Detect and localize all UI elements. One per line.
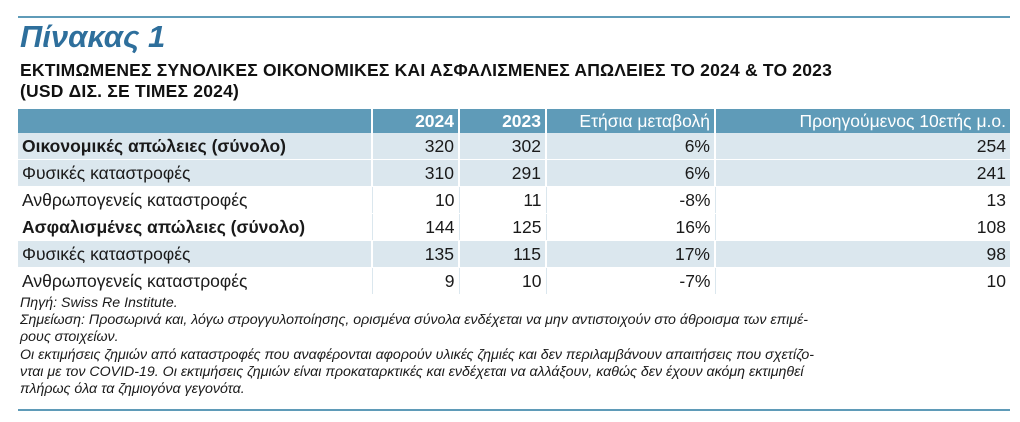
losses-table: 2024 2023 Ετήσια μεταβολή Προηγούμενος 1… [18,109,1010,295]
table-row: Ανθρωπογενείς καταστροφές 9 10 -7% 10 [18,267,1010,295]
cell-avg10: 13 [714,186,1010,214]
note-2-line-1: Οι εκτιμήσεις ζημιών από καταστροφές που… [20,346,814,363]
cell-2023: 125 [458,213,546,241]
header-label [18,109,372,133]
table-subtitle: ΕΚΤΙΜΩΜΕΝΕΣ ΣΥΝΟΛΙΚΕΣ ΟΙΚΟΝΟΜΙΚΕΣ ΚΑΙ ΑΣ… [20,60,832,102]
cell-avg10: 10 [714,267,1010,295]
cell-change: 6% [545,159,715,187]
note-2-line-2: νται με τον COVID-19. Οι εκτιμήσεις ζημι… [20,363,804,380]
cell-change: -8% [545,186,715,214]
cell-change: 6% [545,133,715,160]
note-1-line-2: ρους στοιχείων. [20,329,119,346]
cell-change: 16% [545,213,715,241]
cell-2024: 10 [371,186,459,214]
cell-avg10: 241 [714,159,1010,187]
header-2023: 2023 [458,109,546,133]
row-label: Οικονομικές απώλειες (σύνολο) [18,133,372,160]
table-row: Φυσικές καταστροφές 310 291 6% 241 [18,159,1010,187]
note-2-line-3: πλήρως όλα τα ζημιογόνα γεγονότα. [20,381,245,398]
row-label: Ανθρωπογενείς καταστροφές [18,267,372,295]
cell-2024: 9 [371,267,459,295]
table-row: Οικονομικές απώλειες (σύνολο) 320 302 6%… [18,133,1010,160]
cell-2023: 10 [458,267,546,295]
cell-change: 17% [545,240,715,268]
header-2024: 2024 [371,109,459,133]
cell-avg10: 98 [714,240,1010,268]
table-notes: Πηγή: Swiss Re Institute. Σημείωση: Προσ… [20,295,1000,398]
cell-2024: 144 [371,213,459,241]
cell-2023: 302 [458,133,546,160]
cell-avg10: 108 [714,213,1010,241]
table-header-row: 2024 2023 Ετήσια μεταβολή Προηγούμενος 1… [18,109,1010,133]
row-label: Φυσικές καταστροφές [18,240,372,268]
top-rule [18,16,1010,18]
cell-2024: 135 [371,240,459,268]
table-row: Ανθρωπογενείς καταστροφές 10 11 -8% 13 [18,186,1010,214]
row-label: Ασφαλισμένες απώλειες (σύνολο) [18,213,372,241]
table-row: Ασφαλισμένες απώλειες (σύνολο) 144 125 1… [18,213,1010,241]
cell-change: -7% [545,267,715,295]
row-label: Φυσικές καταστροφές [18,159,372,187]
cell-2024: 320 [371,133,459,160]
cell-2023: 291 [458,159,546,187]
bottom-rule [18,409,1010,411]
cell-2024: 310 [371,159,459,187]
table-row: Φυσικές καταστροφές 135 115 17% 98 [18,240,1010,268]
subtitle-line-2: (USD ΔΙΣ. ΣΕ ΤΙΜΕΣ 2024) [20,81,240,101]
source-note: Πηγή: Swiss Re Institute. [20,295,178,311]
header-10yr-average: Προηγούμενος 10ετής μ.ο. [714,109,1010,133]
cell-avg10: 254 [714,133,1010,160]
table-title: Πίνακας 1 [20,19,166,54]
subtitle-line-1: ΕΚΤΙΜΩΜΕΝΕΣ ΣΥΝΟΛΙΚΕΣ ΟΙΚΟΝΟΜΙΚΕΣ ΚΑΙ ΑΣ… [20,60,833,80]
header-annual-change: Ετήσια μεταβολή [545,109,715,133]
cell-2023: 11 [458,186,546,214]
note-1-line-1: Σημείωση: Προσωρινά και, λόγω στρογγυλοπ… [20,312,809,329]
row-label: Ανθρωπογενείς καταστροφές [18,186,372,214]
cell-2023: 115 [458,240,546,268]
